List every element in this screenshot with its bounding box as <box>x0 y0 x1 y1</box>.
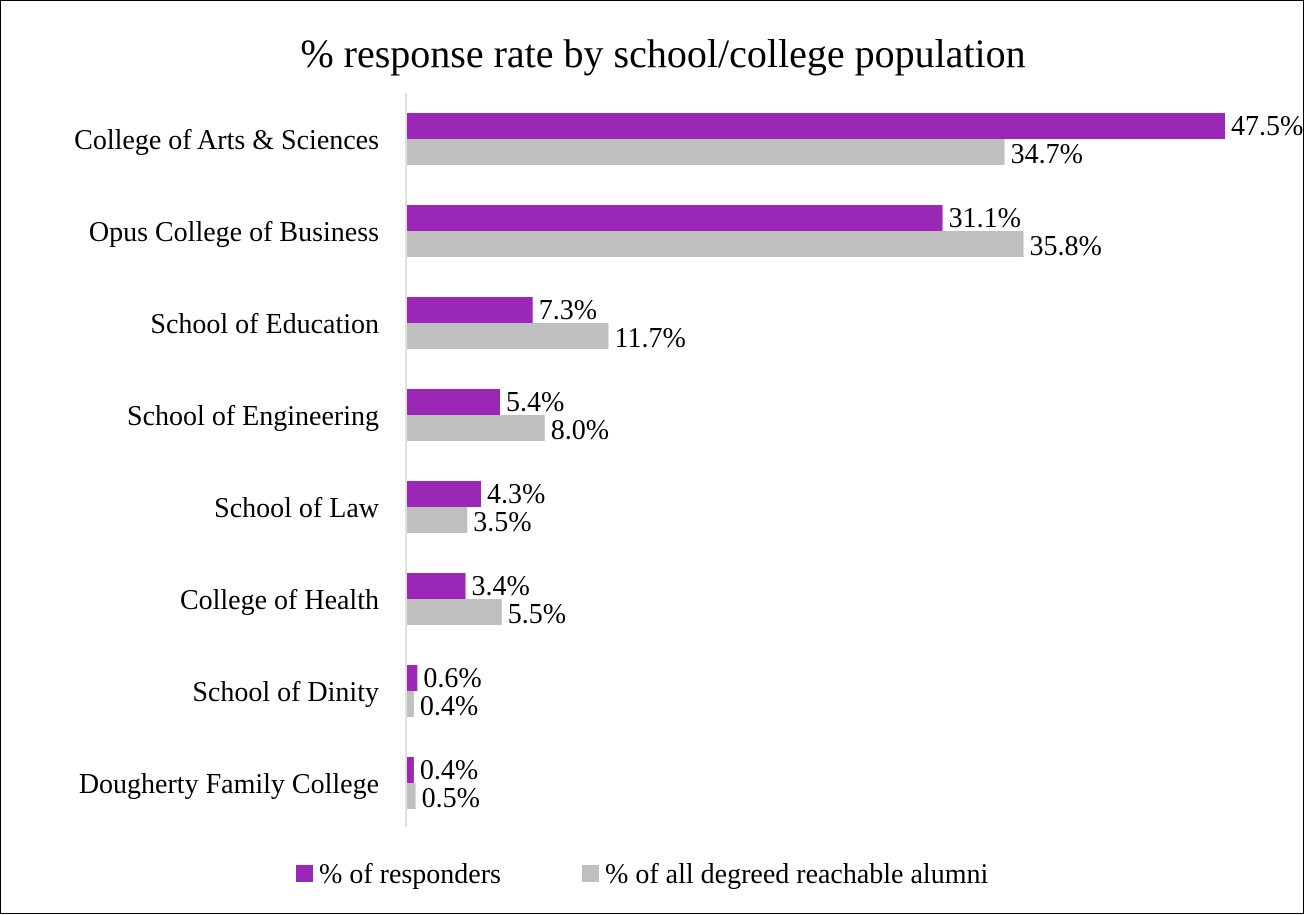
bar-responders <box>407 573 466 599</box>
data-label-alumni: 5.5% <box>508 599 566 630</box>
labels-layer: College of Arts & Sciences 47.5% 34.7% Opus… <box>74 111 1303 814</box>
bar-alumni <box>407 783 416 809</box>
data-label-responders: 3.4% <box>472 571 530 602</box>
category-label: College of Arts & Sciences <box>74 125 379 156</box>
data-label-alumni: 34.7% <box>1011 139 1083 170</box>
category-label: School of Law <box>214 493 380 524</box>
data-label-alumni: 11.7% <box>614 323 685 354</box>
category-label: School of Dinity <box>192 677 379 708</box>
category-label: School of Engineering <box>127 401 379 432</box>
data-label-responders: 47.5% <box>1231 111 1303 142</box>
bar-alumni <box>407 691 414 717</box>
bar-alumni <box>407 415 545 441</box>
data-label-alumni: 35.8% <box>1030 231 1102 262</box>
data-label-responders: 31.1% <box>949 203 1021 234</box>
data-label-responders: 5.4% <box>506 387 564 418</box>
category-label: Opus College of Business <box>89 217 379 248</box>
legend-swatch-responders <box>296 865 313 882</box>
legend-label-alumni: % of all degreed reachable alumni <box>605 859 988 890</box>
data-label-alumni: 8.0% <box>551 415 609 446</box>
category-label: Dougherty Family College <box>79 769 379 800</box>
bar-alumni <box>407 231 1024 257</box>
data-label-responders: 7.3% <box>539 295 597 326</box>
bar-responders <box>407 297 533 323</box>
legend-swatch-alumni <box>582 865 599 882</box>
bar-responders <box>407 205 943 231</box>
legend: % of responders % of all degreed reachabl… <box>296 859 988 890</box>
bar-alumni <box>407 507 468 533</box>
category-label: School of Education <box>150 309 379 340</box>
bar-responders <box>407 113 1225 139</box>
legend-label-responders: % of responders <box>319 859 501 890</box>
bar-responders <box>407 481 482 507</box>
data-label-alumni: 3.5% <box>473 507 531 538</box>
bar-responders <box>407 757 414 783</box>
data-label-responders: 0.6% <box>423 663 481 694</box>
bar-alumni <box>407 139 1005 165</box>
data-label-responders: 4.3% <box>487 479 545 510</box>
data-label-alumni: 0.4% <box>420 691 478 722</box>
data-label-alumni: 0.5% <box>422 783 480 814</box>
bar-responders <box>407 665 418 691</box>
category-label: College of Health <box>180 585 379 616</box>
bars-layer <box>407 113 1225 809</box>
bar-alumni <box>407 323 609 349</box>
chart-title: % response rate by school/college popula… <box>300 31 1025 76</box>
bar-responders <box>407 389 500 415</box>
data-label-responders: 0.4% <box>420 755 478 786</box>
bar-alumni <box>407 599 502 625</box>
